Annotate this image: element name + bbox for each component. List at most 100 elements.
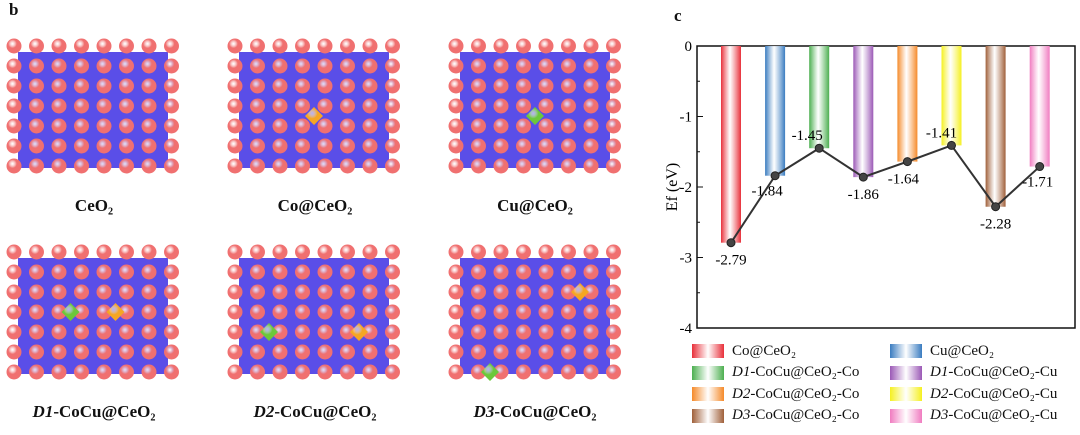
oxygen-atom	[448, 58, 464, 74]
oxygen-atom	[295, 244, 310, 260]
oxygen-atom	[141, 118, 157, 134]
oxygen-atom	[227, 78, 243, 94]
oxygen-atom	[227, 304, 243, 320]
oxygen-atom	[317, 284, 333, 300]
oxygen-atom	[385, 284, 400, 300]
oxygen-atom	[340, 364, 355, 380]
oxygen-atom	[493, 38, 509, 54]
oxygen-atom	[516, 38, 531, 54]
oxygen-atom	[561, 264, 576, 280]
oxygen-atom	[119, 264, 134, 280]
oxygen-atom	[606, 158, 621, 174]
oxygen-atom	[272, 244, 288, 260]
oxygen-atom	[340, 324, 355, 340]
oxygen-atom	[51, 158, 67, 174]
oxygen-atom	[317, 78, 333, 94]
oxygen-atom	[51, 78, 67, 94]
value-label: -1.86	[848, 187, 880, 203]
oxygen-atom	[96, 344, 112, 360]
oxygen-atom	[272, 118, 288, 134]
oxygen-atom	[250, 98, 265, 114]
oxygen-atom	[51, 58, 67, 74]
oxygen-atom	[362, 118, 378, 134]
oxygen-atom	[6, 118, 22, 134]
oxygen-atom	[272, 38, 288, 54]
oxygen-atom	[317, 344, 333, 360]
oxygen-atom	[119, 244, 134, 260]
oxygen-atom	[272, 344, 288, 360]
legend-label: -CoCu@CeO₂-Cu	[948, 407, 1058, 423]
oxygen-atom	[606, 78, 621, 94]
oxygen-atom	[606, 284, 621, 300]
oxygen-atom	[583, 138, 599, 154]
legend-label: -CoCu@CeO₂-Co	[750, 385, 860, 402]
value-label: -2.28	[980, 217, 1011, 233]
bar-4	[897, 46, 918, 162]
oxygen-atom	[471, 324, 486, 340]
oxygen-atom	[340, 284, 355, 300]
co-dopant-atom	[106, 303, 125, 321]
oxygen-atom	[385, 138, 400, 154]
caption-name: -CoCu@CeO₂	[53, 402, 156, 421]
oxygen-atom	[448, 304, 464, 320]
oxygen-atom	[362, 78, 378, 94]
oxygen-atom	[538, 158, 554, 174]
oxygen-atom	[493, 78, 509, 94]
oxygen-atom	[295, 58, 310, 74]
oxygen-atom	[561, 324, 576, 340]
oxygen-atom	[119, 58, 134, 74]
data-point	[902, 157, 912, 167]
legend-item: Cu@CeO₂	[890, 342, 994, 360]
oxygen-atom	[317, 118, 333, 134]
oxygen-atom	[583, 244, 599, 260]
oxygen-atom	[119, 324, 134, 340]
oxygen-atom	[51, 304, 67, 320]
oxygen-atom	[362, 264, 378, 280]
oxygen-atom	[516, 264, 531, 280]
oxygen-atom	[29, 284, 44, 300]
oxygen-atom	[538, 304, 554, 320]
oxygen-atom	[51, 264, 67, 280]
oxygen-atom	[471, 284, 486, 300]
oxygen-atom	[385, 38, 400, 54]
legend-item: D1 -CoCu@CeO₂-Co	[692, 364, 859, 382]
oxygen-atom	[448, 324, 464, 340]
y-tick-label: -1	[680, 110, 693, 126]
oxygen-atom	[29, 158, 44, 174]
oxygen-atom	[272, 138, 288, 154]
oxygen-atom	[119, 98, 134, 114]
oxygen-atom	[119, 78, 134, 94]
oxygen-atom	[227, 38, 243, 54]
cu-dopant-atom	[481, 363, 499, 381]
legend-item: D1 -CoCu@CeO₂-Cu	[890, 364, 1057, 382]
oxygen-atom	[538, 118, 554, 134]
oxygen-atom	[385, 324, 400, 340]
cu-dopant-atom	[260, 323, 278, 341]
data-point	[858, 172, 868, 182]
oxygen-atom	[295, 364, 310, 380]
oxygen-atom	[6, 304, 22, 320]
oxygen-atom	[96, 118, 112, 134]
oxygen-atom	[227, 118, 243, 134]
oxygen-atom	[6, 58, 22, 74]
legend-label: Co@CeO₂	[732, 342, 797, 359]
structure-4	[227, 244, 400, 380]
legend-prefix: D2	[930, 385, 949, 402]
legend-item: D3 -CoCu@CeO₂-Co	[692, 407, 859, 425]
oxygen-atom	[96, 98, 112, 114]
y-tick-label: 0	[685, 39, 693, 55]
oxygen-atom	[606, 58, 621, 74]
oxygen-atom	[538, 244, 554, 260]
oxygen-atom	[516, 138, 531, 154]
oxygen-atom	[227, 264, 243, 280]
legend-swatch	[890, 408, 922, 423]
structure-caption: D3-CoCu@CeO₂	[425, 402, 645, 422]
oxygen-atom	[164, 324, 179, 340]
oxygen-atom	[51, 324, 67, 340]
data-point	[991, 202, 1001, 212]
oxygen-atom	[29, 264, 44, 280]
oxygen-atom	[164, 158, 179, 174]
caption-prefix: D1	[32, 402, 54, 421]
oxygen-atom	[385, 304, 400, 320]
oxygen-atom	[141, 58, 157, 74]
